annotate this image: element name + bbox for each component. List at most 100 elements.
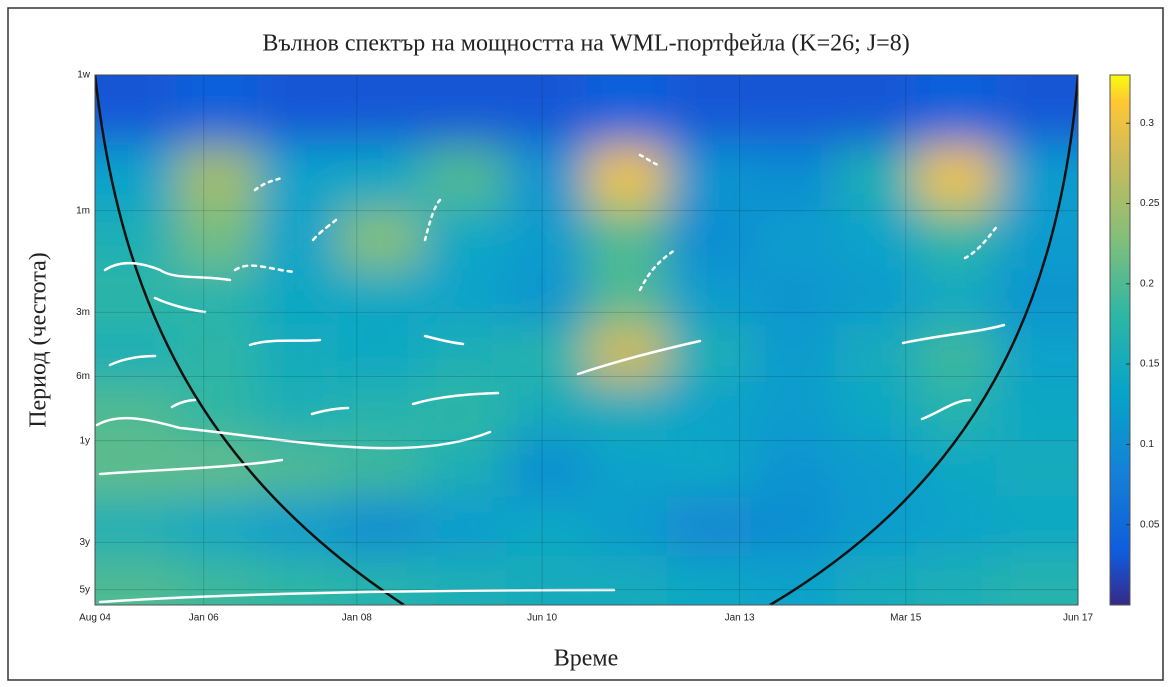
y-tick-label: 3y [79,537,90,548]
heatmap-cell [176,75,258,146]
heatmap-cell [176,496,258,557]
frame [7,7,1164,681]
y-tick-label: 1m [76,205,90,216]
y-tick-label: 6m [76,371,90,382]
heatmap-cell [751,381,836,441]
chart-title: Вълнов спектър на мощността на WML-портф… [262,31,909,57]
heatmap-cell [95,324,178,383]
heatmap-cell [337,439,423,498]
x-tick-label: Jun 10 [527,613,557,624]
heatmap-cell [257,439,339,498]
heatmap-cell [337,208,423,270]
heatmap-cell [257,324,339,383]
heatmap-cell [751,496,836,557]
heatmap-cell [751,324,836,383]
heatmap-cell [421,268,507,326]
heatmap-cell [996,268,1078,326]
heatmap-cell [751,268,836,326]
heatmap-cell [506,144,587,210]
heatmap-cell [506,555,587,605]
heatmap-cell [176,208,258,270]
heatmap-cell [586,555,668,605]
cone-of-influence [95,75,405,605]
heatmap-cell [95,439,178,498]
x-axis-label: Време [554,646,619,672]
heatmap-cell [257,268,339,326]
heatmap-cell [666,381,752,441]
heatmap-cell [586,381,668,441]
heatmap-cell [915,439,997,498]
colorbar-tick-label: 0.2 [1140,278,1154,289]
heatmap-cell [666,496,752,557]
heatmap-cell [915,555,997,605]
heatmap-cell [257,144,339,210]
heatmap-cell [586,324,668,383]
heatmap-cell [835,268,917,326]
y-tick-label: 3m [76,307,90,318]
heatmap-cell [835,439,917,498]
heatmap-cell [421,496,507,557]
heatmap-cell [751,439,836,498]
plot-border [94,74,1079,606]
significance-contours [95,153,1006,604]
heatmap-cell [586,144,668,210]
heatmap-cell [95,208,178,270]
heatmap-cell [506,324,587,383]
heatmap-cell [421,75,507,146]
colorbar-tick-label: 0.3 [1140,118,1154,129]
heatmap-cell [95,75,178,146]
heatmap-cell [586,268,668,326]
heatmap-cell [421,555,507,605]
heatmap-cell [835,555,917,605]
heatmap-cell [666,439,752,498]
colorbar-tick-label: 0.1 [1140,439,1154,450]
heatmap-cell [915,208,997,270]
heatmap-cell [751,208,836,270]
heatmap-cell [915,75,997,146]
heatmap-cell [996,75,1078,146]
heatmap-cell [421,208,507,270]
colorbar [1109,74,1131,606]
heatmap-cell [257,75,339,146]
heatmap-cell [915,496,997,557]
heatmap-cell [751,555,836,605]
heatmap-cell [751,144,836,210]
x-tick-label: Mar 15 [890,613,922,624]
heatmap-cell [506,439,587,498]
heatmap-cell [421,381,507,441]
heatmap-cell [996,381,1078,441]
heatmap [95,75,1078,605]
heatmap-cell [95,268,178,326]
heatmap-cell [666,75,752,146]
heatmap-cell [95,144,178,210]
heatmap-cell [586,75,668,146]
heatmap-cell [506,75,587,146]
x-tick-label: Jan 08 [342,613,372,624]
heatmap-cell [337,75,423,146]
heatmap-cell [257,555,339,605]
heatmap-cell [666,208,752,270]
heatmap-cell [95,381,178,441]
heatmap-cell [337,144,423,210]
heatmap-cell [586,496,668,557]
heatmap-cell [996,555,1078,605]
colorbar-tick-label: 0.05 [1140,519,1160,530]
heatmap-cell [666,268,752,326]
heatmap-cell [421,439,507,498]
heatmap-cell [996,496,1078,557]
heatmap-cell [257,208,339,270]
heatmap-cell [666,324,752,383]
x-tick-label: Jun 17 [1063,613,1093,624]
heatmap-cell [835,144,917,210]
heatmap-cell [915,268,997,326]
heatmap-cell [176,144,258,210]
heatmap-cell [176,555,258,605]
heatmap-cell [337,268,423,326]
cone-of-influence [769,75,1078,605]
heatmap-cell [586,208,668,270]
heatmap-cell [176,324,258,383]
heatmap-cell [996,208,1078,270]
heatmap-cell [586,439,668,498]
colorbar-tick-label: 0.15 [1140,359,1160,370]
